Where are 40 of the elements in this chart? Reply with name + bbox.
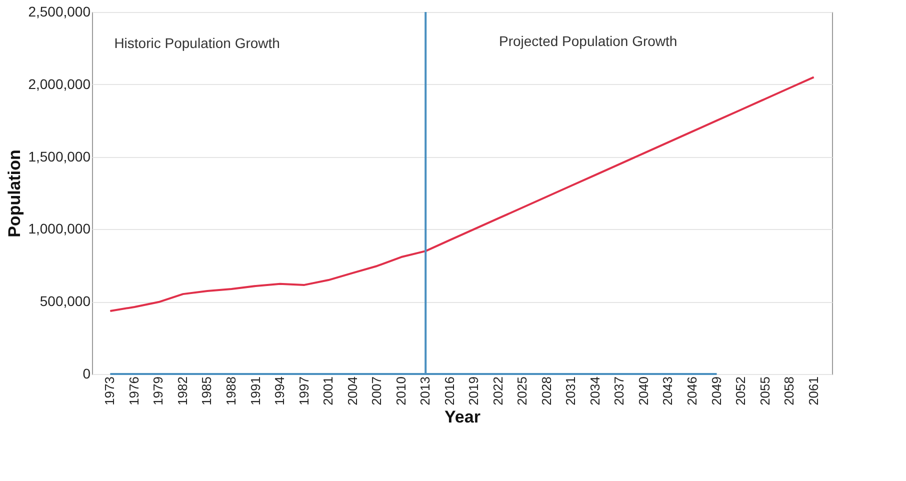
x-tick-label: 2019 (466, 376, 482, 406)
y-tick-label: 1,500,000 (28, 148, 91, 164)
x-tick-label: 1985 (199, 376, 214, 406)
x-tick-label: 1994 (272, 376, 288, 406)
x-tick-label: 1979 (150, 376, 166, 406)
x-tick-label: 2001 (320, 376, 336, 406)
x-tick-label: 2037 (612, 376, 627, 406)
x-tick-label: 1991 (248, 376, 263, 406)
x-tick-label: 1982 (174, 376, 190, 406)
y-tick-label: 2,500,000 (28, 4, 91, 20)
x-tick-label: 2010 (393, 376, 408, 406)
x-tick-label: 2058 (782, 376, 797, 406)
annotation: Historic Population Growth (114, 35, 280, 51)
x-tick-label: 2046 (684, 376, 700, 406)
annotation: Projected Population Growth (499, 33, 678, 49)
x-tick-label: 1988 (224, 376, 239, 406)
x-tick-label: 2007 (369, 376, 384, 406)
x-tick-label: 2013 (418, 376, 433, 406)
x-tick-label: 2040 (636, 376, 651, 406)
x-tick-label: 2004 (344, 376, 360, 406)
x-tick-label: 2016 (442, 376, 457, 406)
x-axis-title: Year (444, 407, 481, 426)
x-tick-label: 1997 (296, 376, 312, 406)
x-tick-label: 2061 (806, 376, 821, 406)
x-tick-label: 2055 (757, 376, 772, 406)
x-tick-label: 2034 (587, 376, 602, 406)
x-tick-label: 2049 (708, 376, 724, 406)
x-tick-label: 1976 (126, 376, 142, 406)
x-tick-label: 2025 (514, 376, 530, 406)
y-tick-label: 1,000,000 (28, 220, 91, 237)
y-tick-label: 2,000,000 (28, 76, 91, 92)
x-tick-label: 2052 (733, 376, 748, 406)
x-tick-label: 2022 (490, 376, 506, 406)
x-tick-label: 1973 (102, 376, 118, 406)
y-tick-label: 0 (82, 366, 91, 382)
x-tick-label: 2043 (660, 376, 676, 406)
x-tick-label: 2031 (563, 376, 578, 406)
x-tick-label: 2028 (538, 376, 554, 406)
y-axis-title: Population (5, 150, 24, 238)
y-tick-label: 500,000 (40, 293, 91, 310)
